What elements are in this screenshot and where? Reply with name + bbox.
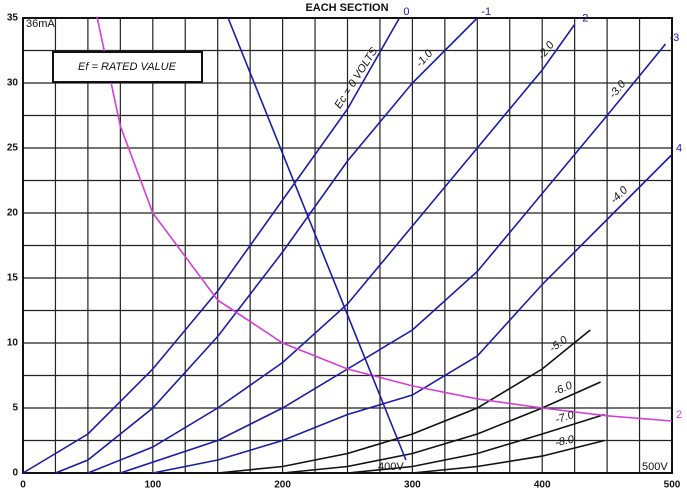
curve [412,439,605,474]
y-tick-label: 25 [7,143,19,154]
y-tick-label: 35 [7,13,19,24]
curve-end-label: 4 [676,142,682,154]
curve-label: -2.0 [536,39,558,62]
y-unit-label: 36mA [26,18,55,30]
y-tick-label: 20 [7,208,19,219]
curve-end-label: 2 [676,409,682,421]
note-text: Ef = RATED VALUE [78,61,177,73]
curve-label: -4.0 [608,184,631,207]
curve [22,17,401,474]
curve-end-label: -1 [481,6,491,18]
curve [87,24,576,474]
x-tick-label: 500 [664,480,681,491]
curve [96,16,673,422]
curve-end-label: -2 [579,12,589,24]
curve [347,413,605,474]
curve-end-label: -3 [670,32,680,44]
curve [55,17,478,474]
curve [227,17,407,461]
curve [217,329,591,474]
curve-label: -7.0 [554,409,576,426]
y-tick-label: 30 [7,78,19,89]
y-tick-label: 0 [12,468,18,479]
curve-label: Ec = 0 VOLTS [332,45,380,111]
curve-end-label: 0 [403,6,409,18]
x-tick-label: 300 [404,480,421,491]
y-tick-label: 5 [12,403,18,414]
curve-label: -5.0 [547,334,570,355]
curve-label: -3.0 [607,78,629,101]
note-box [52,51,203,83]
y-tick-label: 15 [7,273,19,284]
x-tick-label: 0 [20,480,26,491]
x-tick-label: 100 [144,480,161,491]
curve-label: -8.0 [554,433,576,449]
curve [282,381,601,474]
curve [152,153,673,474]
curve [120,43,667,474]
chart-title: EACH SECTION [305,2,388,14]
x-tick-label: 400 [534,480,551,491]
x-unit-label: 500V [642,461,668,473]
y-tick-label: 10 [7,338,19,349]
x-tick-label: 200 [274,480,291,491]
